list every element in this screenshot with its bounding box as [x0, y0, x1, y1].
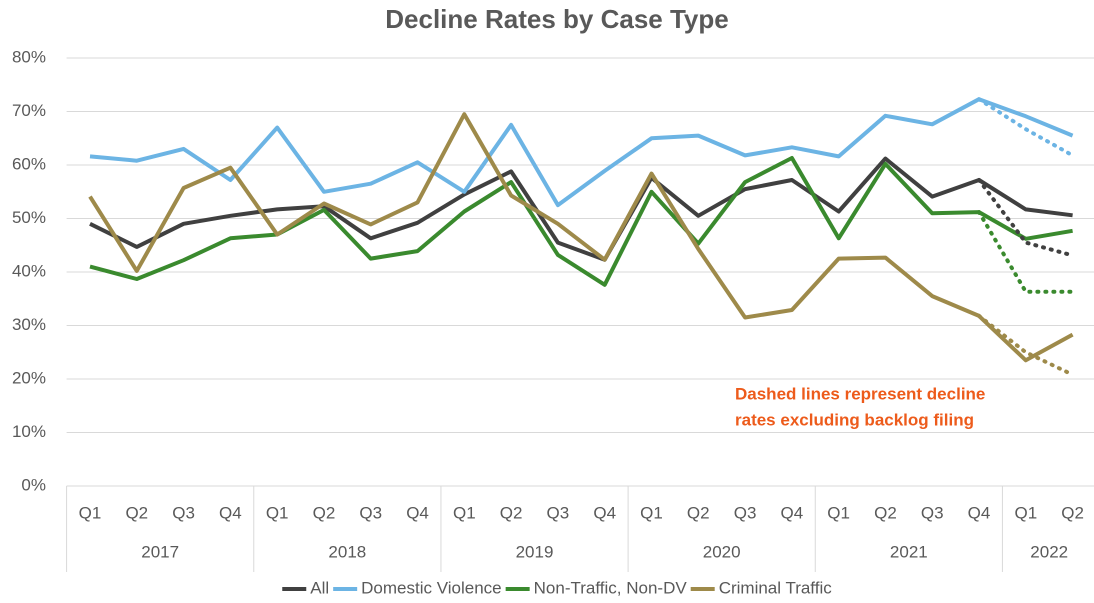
legend-label: Domestic Violence: [361, 578, 501, 597]
line-series: [88, 112, 1074, 363]
y-tick-label: 10%: [12, 422, 46, 441]
line-series: [89, 156, 1073, 262]
line-series: [89, 156, 1073, 287]
x-group-label: 2018: [328, 542, 366, 561]
x-tick-label: Q2: [1061, 503, 1084, 522]
annotation: Dashed lines represent decline: [735, 384, 985, 403]
x-group-label: 2020: [703, 542, 741, 561]
x-tick-label: Q4: [781, 503, 804, 522]
x-tick-label: Q3: [921, 503, 944, 522]
x-group-label: 2019: [516, 542, 554, 561]
x-tick-label: Q3: [172, 503, 195, 522]
x-tick-label: Q2: [500, 503, 523, 522]
x-tick-label: Q3: [734, 503, 757, 522]
dashed-line-series: [977, 313, 1075, 377]
y-tick-label: 80%: [12, 47, 46, 66]
y-tick-label: 0%: [21, 475, 46, 494]
chart-title: Decline Rates by Case Type: [385, 4, 728, 34]
y-tick-label: 30%: [12, 315, 46, 334]
x-group-label: 2021: [890, 542, 928, 561]
x-tick-label: Q2: [125, 503, 148, 522]
y-tick-label: 50%: [12, 208, 46, 227]
y-tick-label: 60%: [12, 154, 46, 173]
x-tick-label: Q3: [359, 503, 382, 522]
legend-label: All: [310, 578, 329, 597]
x-tick-label: Q4: [219, 503, 242, 522]
x-group-label: 2017: [141, 542, 179, 561]
x-tick-label: Q3: [547, 503, 570, 522]
x-tick-label: Q2: [874, 503, 897, 522]
y-tick-label: 20%: [12, 368, 46, 387]
dashed-line-series: [977, 210, 1075, 294]
dashed-line-series: [977, 178, 1075, 258]
line-series: [89, 97, 1074, 208]
x-tick-label: Q1: [453, 503, 476, 522]
x-tick-label: Q2: [687, 503, 710, 522]
x-tick-label: Q4: [406, 503, 429, 522]
x-tick-label: Q1: [79, 503, 102, 522]
legend-label: Criminal Traffic: [719, 578, 833, 597]
x-tick-label: Q1: [266, 503, 289, 522]
annotation: rates excluding backlog filing: [735, 410, 974, 429]
x-tick-label: Q1: [1014, 503, 1037, 522]
legend-label: Non-Traffic, Non-DV: [534, 578, 688, 597]
y-tick-label: 70%: [12, 101, 46, 120]
x-tick-label: Q1: [827, 503, 850, 522]
x-group-label: 2022: [1030, 542, 1068, 561]
x-tick-label: Q2: [313, 503, 336, 522]
x-tick-label: Q1: [640, 503, 663, 522]
x-tick-label: Q4: [593, 503, 616, 522]
y-tick-label: 40%: [12, 261, 46, 280]
x-tick-label: Q4: [968, 503, 991, 522]
dashed-line-series: [977, 97, 1075, 158]
